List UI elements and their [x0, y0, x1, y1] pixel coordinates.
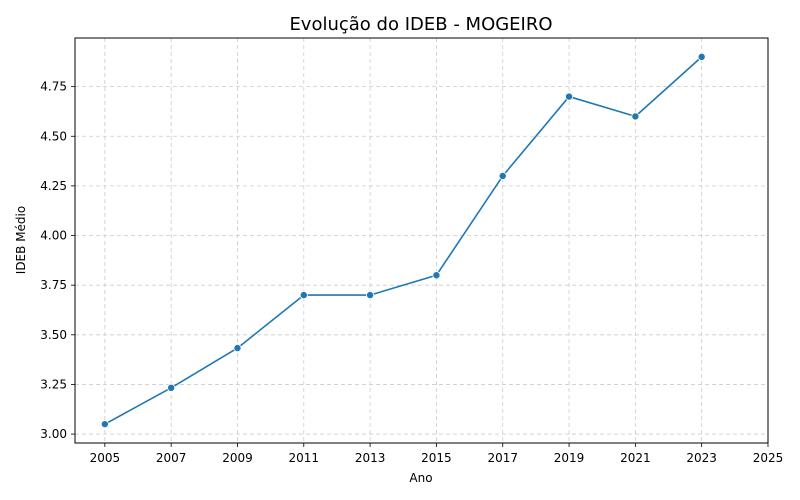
x-tick-label: 2011 [289, 451, 320, 465]
y-axis-label: IDEB Médio [14, 206, 28, 274]
y-tick-label: 3.50 [40, 328, 67, 342]
y-axis-ticks: 3.00 3.25 3.50 3.75 4.00 4.25 4.50 4.75 [40, 80, 75, 441]
y-tick-label: 3.25 [40, 377, 67, 391]
x-tick-label: 2017 [487, 451, 518, 465]
grid-lines [75, 38, 769, 443]
data-point [299, 291, 308, 300]
x-tick-label: 2019 [554, 451, 585, 465]
x-tick-label: 2021 [620, 451, 651, 465]
plot-frame [74, 37, 769, 444]
x-tick-label: 2023 [686, 451, 717, 465]
data-point [697, 52, 706, 61]
x-tick-label: 2009 [222, 451, 253, 465]
data-point [631, 112, 640, 121]
y-tick-label: 4.50 [40, 129, 67, 143]
x-tick-label: 2025 [753, 451, 784, 465]
chart-title: Evolução do IDEB - MOGEIRO [289, 14, 552, 35]
series-line [104, 56, 703, 425]
x-tick-label: 2015 [421, 451, 452, 465]
series-layer [100, 52, 706, 429]
data-point [100, 420, 109, 429]
x-axis-ticks: 2005 2007 2009 2011 2013 2015 2017 2019 2021 2023… [90, 443, 784, 465]
data-point [498, 171, 507, 180]
data-point [366, 291, 375, 300]
y-tick-label: 3.75 [40, 278, 67, 292]
y-tick-label: 4.75 [40, 80, 67, 94]
y-tick-label: 4.25 [40, 179, 67, 193]
x-tick-label: 2005 [90, 451, 121, 465]
data-point [167, 383, 176, 392]
y-tick-label: 3.00 [40, 427, 67, 441]
data-point [233, 344, 242, 353]
y-tick-label: 4.00 [40, 229, 67, 243]
x-axis-label: Ano [409, 471, 432, 485]
x-tick-label: 2013 [355, 451, 386, 465]
x-tick-label: 2007 [156, 451, 187, 465]
data-point [565, 92, 574, 101]
data-point [432, 271, 441, 280]
